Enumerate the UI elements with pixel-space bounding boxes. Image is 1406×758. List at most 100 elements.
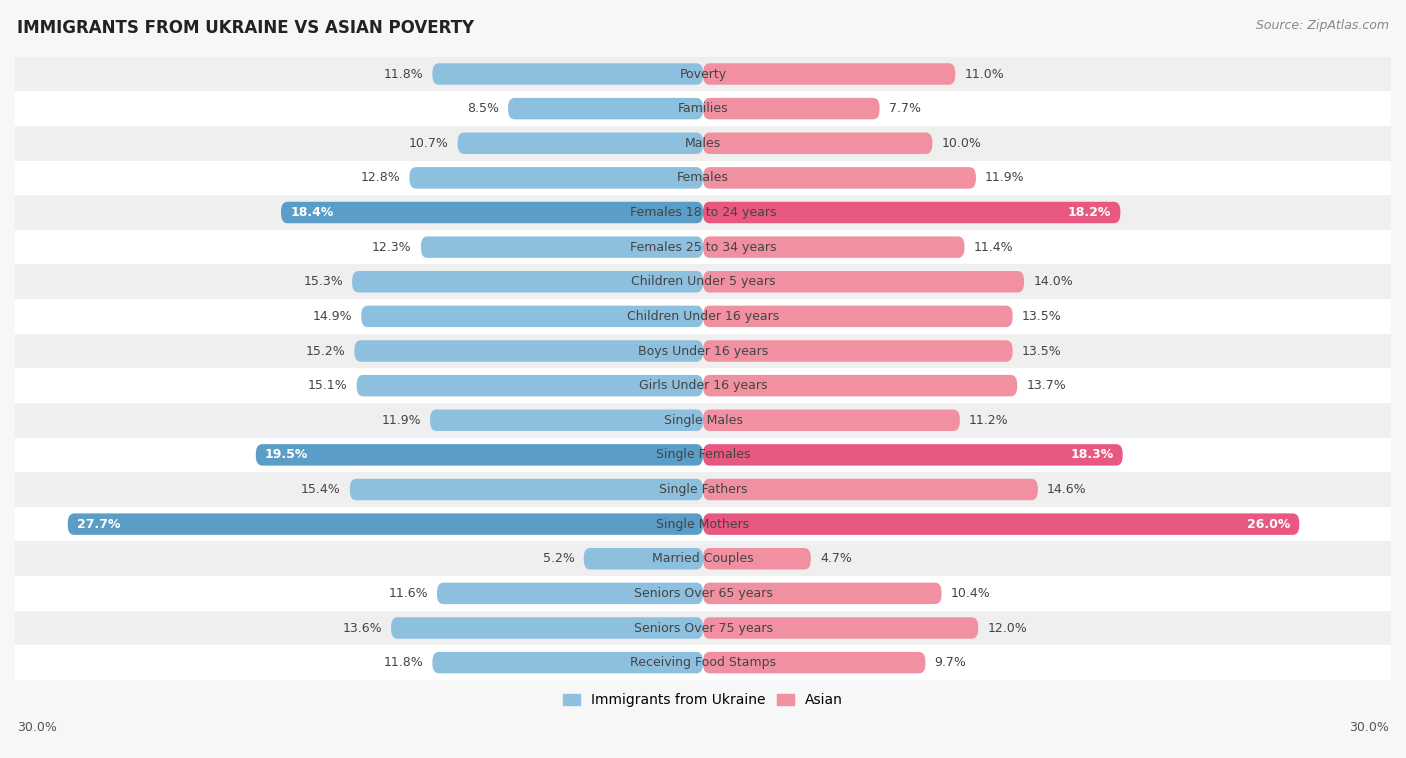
FancyBboxPatch shape (703, 340, 1012, 362)
Text: Seniors Over 75 years: Seniors Over 75 years (634, 622, 772, 634)
FancyBboxPatch shape (352, 271, 703, 293)
FancyBboxPatch shape (508, 98, 703, 119)
Text: 13.5%: 13.5% (1022, 344, 1062, 358)
Text: 4.7%: 4.7% (820, 553, 852, 565)
Text: 9.7%: 9.7% (935, 656, 966, 669)
Text: 18.2%: 18.2% (1067, 206, 1111, 219)
FancyBboxPatch shape (67, 513, 703, 535)
Text: 30.0%: 30.0% (1350, 721, 1389, 734)
Bar (15, 57, 1391, 91)
Text: Females 18 to 24 years: Females 18 to 24 years (630, 206, 776, 219)
Text: 15.3%: 15.3% (304, 275, 343, 288)
FancyBboxPatch shape (457, 133, 703, 154)
Text: 18.4%: 18.4% (290, 206, 333, 219)
Text: Males: Males (685, 136, 721, 150)
Text: IMMIGRANTS FROM UKRAINE VS ASIAN POVERTY: IMMIGRANTS FROM UKRAINE VS ASIAN POVERTY (17, 19, 474, 37)
Text: 10.7%: 10.7% (409, 136, 449, 150)
FancyBboxPatch shape (703, 513, 1299, 535)
FancyBboxPatch shape (703, 133, 932, 154)
Bar (15, 91, 1391, 126)
Text: 11.8%: 11.8% (384, 67, 423, 80)
FancyBboxPatch shape (361, 305, 703, 327)
Text: 15.4%: 15.4% (301, 483, 340, 496)
Text: 15.2%: 15.2% (305, 344, 346, 358)
Text: Single Females: Single Females (655, 449, 751, 462)
Text: 14.9%: 14.9% (312, 310, 352, 323)
FancyBboxPatch shape (357, 375, 703, 396)
Bar (15, 161, 1391, 196)
Text: 30.0%: 30.0% (17, 721, 56, 734)
Text: 12.0%: 12.0% (987, 622, 1028, 634)
Text: Families: Families (678, 102, 728, 115)
Text: 13.7%: 13.7% (1026, 379, 1066, 392)
Text: Poverty: Poverty (679, 67, 727, 80)
Text: Girls Under 16 years: Girls Under 16 years (638, 379, 768, 392)
Text: 11.4%: 11.4% (973, 240, 1014, 254)
FancyBboxPatch shape (391, 617, 703, 639)
Bar (15, 265, 1391, 299)
Text: 13.5%: 13.5% (1022, 310, 1062, 323)
FancyBboxPatch shape (350, 479, 703, 500)
Bar (15, 437, 1391, 472)
Text: Boys Under 16 years: Boys Under 16 years (638, 344, 768, 358)
FancyBboxPatch shape (703, 305, 1012, 327)
FancyBboxPatch shape (354, 340, 703, 362)
FancyBboxPatch shape (703, 271, 1024, 293)
FancyBboxPatch shape (703, 375, 1017, 396)
Bar (15, 611, 1391, 645)
FancyBboxPatch shape (703, 409, 960, 431)
FancyBboxPatch shape (703, 617, 979, 639)
Bar (15, 472, 1391, 507)
Text: 15.1%: 15.1% (308, 379, 347, 392)
Text: Single Fathers: Single Fathers (659, 483, 747, 496)
FancyBboxPatch shape (703, 98, 880, 119)
Text: 11.9%: 11.9% (986, 171, 1025, 184)
Bar (15, 507, 1391, 541)
FancyBboxPatch shape (409, 168, 703, 189)
Text: 11.9%: 11.9% (381, 414, 420, 427)
Text: Females 25 to 34 years: Females 25 to 34 years (630, 240, 776, 254)
Text: Single Males: Single Males (664, 414, 742, 427)
Text: 26.0%: 26.0% (1247, 518, 1291, 531)
Text: 14.6%: 14.6% (1047, 483, 1087, 496)
Bar (15, 645, 1391, 680)
FancyBboxPatch shape (430, 409, 703, 431)
Text: 27.7%: 27.7% (77, 518, 121, 531)
FancyBboxPatch shape (433, 652, 703, 673)
Bar (15, 334, 1391, 368)
Legend: Immigrants from Ukraine, Asian: Immigrants from Ukraine, Asian (564, 694, 842, 707)
Text: Seniors Over 65 years: Seniors Over 65 years (634, 587, 772, 600)
Text: 5.2%: 5.2% (543, 553, 575, 565)
Bar (15, 299, 1391, 334)
FancyBboxPatch shape (703, 583, 942, 604)
FancyBboxPatch shape (437, 583, 703, 604)
Text: Married Couples: Married Couples (652, 553, 754, 565)
Text: 13.6%: 13.6% (342, 622, 382, 634)
FancyBboxPatch shape (703, 479, 1038, 500)
Text: 14.0%: 14.0% (1033, 275, 1073, 288)
Text: Children Under 16 years: Children Under 16 years (627, 310, 779, 323)
FancyBboxPatch shape (420, 236, 703, 258)
Text: Source: ZipAtlas.com: Source: ZipAtlas.com (1256, 19, 1389, 32)
Text: Receiving Food Stamps: Receiving Food Stamps (630, 656, 776, 669)
FancyBboxPatch shape (703, 202, 1121, 224)
Text: 10.0%: 10.0% (942, 136, 981, 150)
Bar (15, 541, 1391, 576)
Text: 11.0%: 11.0% (965, 67, 1004, 80)
Bar (15, 576, 1391, 611)
FancyBboxPatch shape (703, 168, 976, 189)
Text: 11.6%: 11.6% (388, 587, 427, 600)
Text: 12.8%: 12.8% (360, 171, 401, 184)
Text: 12.3%: 12.3% (373, 240, 412, 254)
Text: 18.3%: 18.3% (1070, 449, 1114, 462)
FancyBboxPatch shape (703, 548, 811, 569)
Text: Children Under 5 years: Children Under 5 years (631, 275, 775, 288)
Text: Single Mothers: Single Mothers (657, 518, 749, 531)
FancyBboxPatch shape (583, 548, 703, 569)
Bar (15, 368, 1391, 403)
Text: 11.2%: 11.2% (969, 414, 1008, 427)
Text: 10.4%: 10.4% (950, 587, 990, 600)
FancyBboxPatch shape (433, 63, 703, 85)
Text: 19.5%: 19.5% (264, 449, 308, 462)
Bar (15, 196, 1391, 230)
